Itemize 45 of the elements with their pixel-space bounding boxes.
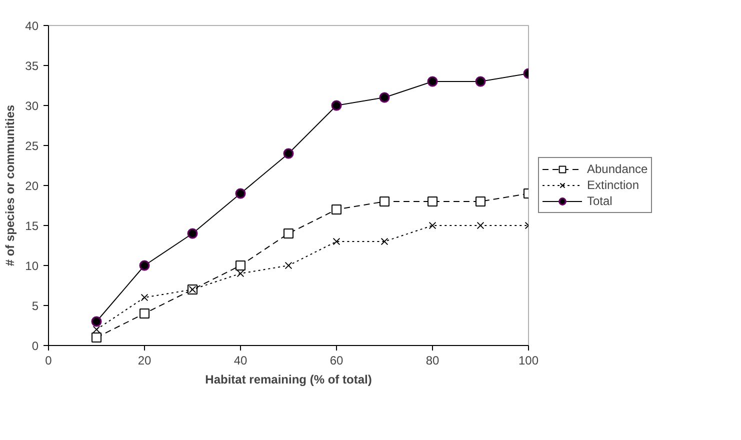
x-tick-label: 80 — [426, 354, 440, 368]
point — [236, 260, 246, 270]
point — [380, 196, 390, 206]
point — [187, 228, 198, 239]
x-tick-label: 0 — [45, 354, 52, 368]
y-tick-label: 5 — [32, 299, 39, 313]
x-tick-label: 60 — [330, 354, 344, 368]
legend-label: Extinction — [587, 177, 640, 193]
point — [332, 238, 340, 246]
x-axis-title: Habitat remaining (% of total) — [205, 372, 372, 386]
y-axis-title: # of species or communities — [3, 104, 18, 266]
point — [475, 76, 486, 87]
x-tick-label: 100 — [518, 354, 539, 368]
point — [428, 196, 438, 206]
point — [476, 196, 486, 206]
point — [427, 76, 438, 87]
point — [379, 92, 390, 103]
point — [235, 188, 246, 199]
point — [140, 294, 148, 302]
point — [331, 100, 342, 111]
point — [236, 270, 244, 278]
point — [284, 262, 292, 270]
point — [139, 260, 150, 271]
x-tick-label: 20 — [138, 354, 152, 368]
y-tick-label: 40 — [25, 19, 39, 33]
y-tick-label: 10 — [25, 259, 39, 273]
point — [380, 238, 388, 246]
point — [476, 222, 484, 230]
point — [140, 308, 150, 318]
y-tick-label: 30 — [25, 99, 39, 113]
point — [332, 204, 342, 214]
point — [283, 148, 294, 159]
y-tick-label: 35 — [25, 59, 39, 73]
x-tick-label: 40 — [234, 354, 248, 368]
point — [91, 316, 102, 327]
y-tick-label: 20 — [25, 179, 39, 193]
y-tick-label: 25 — [25, 139, 39, 153]
point — [284, 228, 294, 238]
y-tick-label: 0 — [32, 339, 39, 353]
point — [92, 332, 102, 342]
point — [428, 222, 436, 230]
y-tick-label: 15 — [25, 219, 39, 233]
legend-label: Total — [587, 193, 612, 209]
point — [92, 326, 100, 334]
legend-label: Abundance — [587, 161, 648, 177]
